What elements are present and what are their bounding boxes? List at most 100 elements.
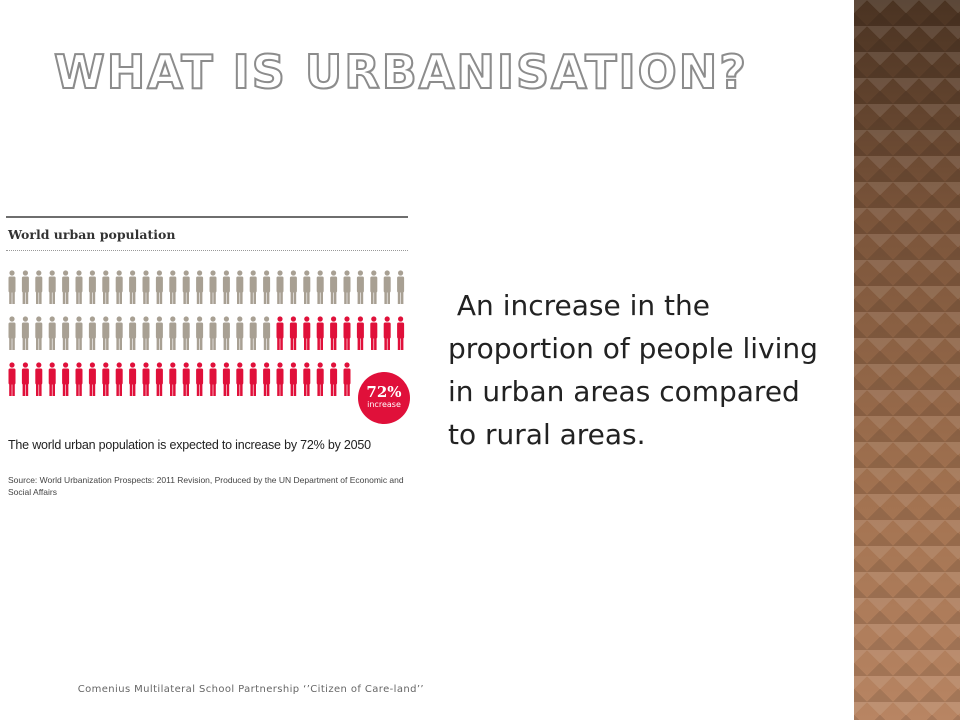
- person-icon: [35, 316, 43, 350]
- person-icon: [182, 316, 190, 350]
- infographic-source: Source: World Urbanization Prospects: 20…: [8, 475, 404, 497]
- person-icon: [129, 316, 137, 350]
- person-icon: [249, 270, 257, 304]
- person-icon: [75, 270, 83, 304]
- person-icon: [209, 316, 217, 350]
- person-icon: [62, 316, 70, 350]
- person-icon: [196, 362, 204, 396]
- person-icon: [155, 362, 163, 396]
- person-icon: [75, 316, 83, 350]
- person-icon: [48, 270, 56, 304]
- person-icon: [209, 362, 217, 396]
- person-icon: [289, 362, 297, 396]
- person-icon: [62, 270, 70, 304]
- person-icon: [383, 316, 391, 350]
- person-icon: [303, 362, 311, 396]
- person-icon: [169, 362, 177, 396]
- person-icon: [222, 316, 230, 350]
- person-icon: [397, 270, 405, 304]
- person-icon: [115, 362, 123, 396]
- increase-badge: 72% increase: [358, 372, 410, 424]
- people-figure-grid: [8, 270, 405, 396]
- person-icon: [303, 316, 311, 350]
- person-icon: [316, 316, 324, 350]
- person-icon: [276, 270, 284, 304]
- person-icon: [249, 362, 257, 396]
- person-icon: [62, 362, 70, 396]
- person-icon: [102, 362, 110, 396]
- person-icon: [88, 362, 96, 396]
- person-icon: [209, 270, 217, 304]
- person-icon: [102, 270, 110, 304]
- person-icon: [8, 270, 16, 304]
- infographic: World urban population 72% increase The …: [6, 212, 412, 512]
- person-icon: [356, 316, 364, 350]
- person-icon: [316, 362, 324, 396]
- person-icon: [48, 362, 56, 396]
- person-icon: [196, 316, 204, 350]
- person-icon: [330, 316, 338, 350]
- person-icon: [236, 270, 244, 304]
- person-icon: [370, 316, 378, 350]
- person-icon: [330, 362, 338, 396]
- person-icon: [343, 316, 351, 350]
- person-icon: [155, 270, 163, 304]
- person-icon: [383, 270, 391, 304]
- person-icon: [169, 316, 177, 350]
- person-icon: [35, 270, 43, 304]
- person-icon: [155, 316, 163, 350]
- person-icon: [8, 316, 16, 350]
- person-icon: [142, 362, 150, 396]
- person-icon: [142, 316, 150, 350]
- person-icon: [236, 362, 244, 396]
- person-icon: [222, 362, 230, 396]
- infographic-dotted-rule: [6, 250, 408, 251]
- definition-text: An increase in the proportion of people …: [448, 289, 827, 451]
- person-icon: [303, 270, 311, 304]
- person-icon: [263, 316, 271, 350]
- person-icon: [276, 316, 284, 350]
- person-icon: [196, 270, 204, 304]
- person-icon: [249, 316, 257, 350]
- person-icon: [129, 362, 137, 396]
- person-icon: [276, 362, 284, 396]
- person-icon: [169, 270, 177, 304]
- person-icon: [263, 270, 271, 304]
- person-icon: [142, 270, 150, 304]
- person-icon: [102, 316, 110, 350]
- person-icon: [236, 316, 244, 350]
- infographic-top-rule: [6, 216, 408, 218]
- infographic-caption: The world urban population is expected t…: [8, 438, 371, 452]
- person-icon: [21, 270, 29, 304]
- slide-title: WHAT IS URBANISATION?: [53, 45, 748, 99]
- infographic-heading: World urban population: [8, 227, 176, 242]
- decorative-side-band: [854, 0, 960, 720]
- person-icon: [115, 316, 123, 350]
- person-icon: [316, 270, 324, 304]
- person-icon: [88, 270, 96, 304]
- person-icon: [397, 316, 405, 350]
- person-icon: [88, 316, 96, 350]
- person-icon: [48, 316, 56, 350]
- person-icon: [75, 362, 83, 396]
- person-icon: [289, 270, 297, 304]
- person-icon: [35, 362, 43, 396]
- person-icon: [182, 270, 190, 304]
- person-icon: [222, 270, 230, 304]
- person-icon: [289, 316, 297, 350]
- badge-label: increase: [367, 400, 401, 409]
- person-icon: [263, 362, 271, 396]
- person-icon: [343, 362, 351, 396]
- person-icon: [356, 270, 364, 304]
- person-icon: [343, 270, 351, 304]
- person-icon: [21, 362, 29, 396]
- person-icon: [21, 316, 29, 350]
- person-icon: [330, 270, 338, 304]
- person-icon: [8, 362, 16, 396]
- person-icon: [129, 270, 137, 304]
- person-icon: [182, 362, 190, 396]
- badge-percent: 72%: [366, 383, 402, 401]
- person-icon: [370, 270, 378, 304]
- person-icon: [115, 270, 123, 304]
- footer-credit: Comenius Multilateral School Partnership…: [77, 684, 424, 695]
